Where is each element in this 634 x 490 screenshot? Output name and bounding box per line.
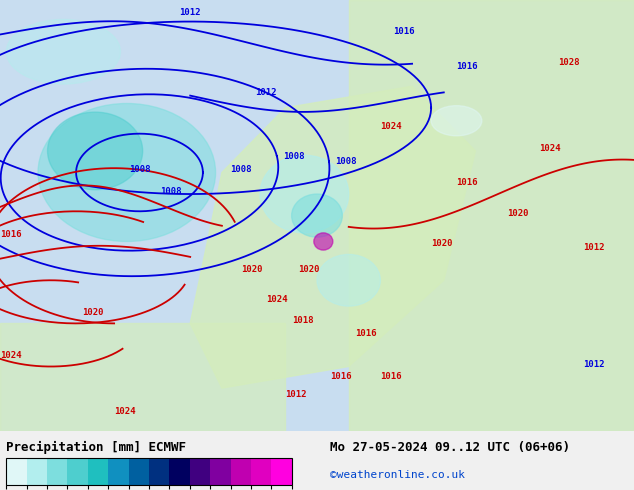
Polygon shape bbox=[190, 86, 476, 388]
Text: 1012: 1012 bbox=[583, 243, 605, 252]
Text: 1016: 1016 bbox=[355, 329, 377, 338]
Text: 1012: 1012 bbox=[285, 390, 307, 399]
Text: 1028: 1028 bbox=[558, 58, 579, 67]
Text: 1016: 1016 bbox=[330, 372, 351, 381]
Text: 1008: 1008 bbox=[230, 166, 252, 174]
Ellipse shape bbox=[6, 20, 120, 84]
Text: 1024: 1024 bbox=[114, 407, 136, 416]
Text: 1016: 1016 bbox=[0, 230, 22, 239]
Text: 1020: 1020 bbox=[241, 265, 262, 273]
Ellipse shape bbox=[431, 106, 482, 136]
Text: 1016: 1016 bbox=[380, 372, 402, 381]
Ellipse shape bbox=[317, 254, 380, 306]
Text: 1008: 1008 bbox=[160, 187, 182, 196]
Text: 1008: 1008 bbox=[283, 151, 305, 161]
Text: ©weatheronline.co.uk: ©weatheronline.co.uk bbox=[330, 470, 465, 480]
Text: Precipitation [mm] ECMWF: Precipitation [mm] ECMWF bbox=[6, 441, 186, 454]
Text: 1020: 1020 bbox=[82, 308, 104, 317]
Ellipse shape bbox=[314, 233, 333, 250]
Ellipse shape bbox=[292, 194, 342, 237]
Text: 1016: 1016 bbox=[456, 62, 478, 71]
Text: 1012: 1012 bbox=[179, 8, 201, 18]
Text: 1016: 1016 bbox=[456, 178, 478, 187]
Ellipse shape bbox=[260, 155, 349, 233]
Text: 1020: 1020 bbox=[507, 209, 529, 218]
Text: 1020: 1020 bbox=[298, 265, 320, 273]
Bar bbox=[0, 323, 285, 431]
Text: 1024: 1024 bbox=[266, 295, 288, 304]
Text: 1024: 1024 bbox=[0, 351, 22, 360]
Text: 1016: 1016 bbox=[393, 27, 415, 36]
Text: 1024: 1024 bbox=[539, 144, 560, 153]
Text: 1024: 1024 bbox=[380, 122, 402, 131]
Bar bbox=[349, 0, 634, 431]
Ellipse shape bbox=[48, 112, 143, 190]
Text: 1020: 1020 bbox=[431, 239, 453, 248]
Text: 1008: 1008 bbox=[335, 157, 357, 166]
Text: 1018: 1018 bbox=[292, 317, 313, 325]
Text: Mo 27-05-2024 09..12 UTC (06+06): Mo 27-05-2024 09..12 UTC (06+06) bbox=[330, 441, 570, 454]
Text: 1008: 1008 bbox=[129, 166, 150, 174]
Text: 1012: 1012 bbox=[256, 88, 277, 97]
Ellipse shape bbox=[38, 103, 216, 242]
Text: 1012: 1012 bbox=[583, 360, 605, 368]
